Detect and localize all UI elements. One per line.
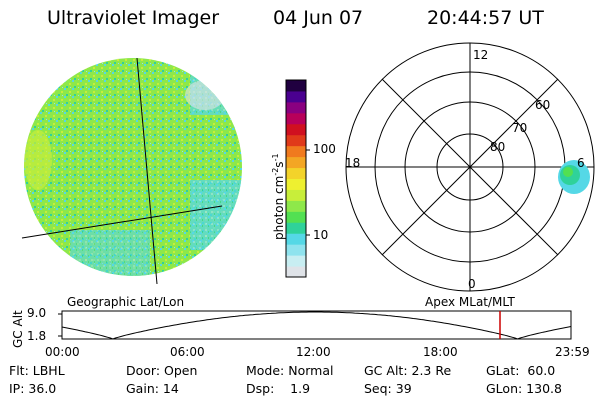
orbit-left-title: Geographic Lat/Lon	[67, 295, 185, 309]
colorbar-unit-label: photon cm-2s-1	[271, 153, 286, 240]
colorbar-segment	[286, 211, 306, 223]
gain-info: Gain: 14	[126, 381, 179, 396]
orbit-y-tick-9: 9.0	[27, 306, 47, 320]
ip-info: IP: 36.0	[9, 381, 57, 396]
filter-info: Flt: LBHL	[9, 363, 65, 378]
colorbar-segment	[286, 156, 306, 169]
colorbar	[285, 79, 307, 278]
orbit-x-tick-2359: 23:59	[555, 345, 590, 359]
time-label: 20:44:57 UT	[427, 7, 544, 29]
unit-exp2: -1	[271, 153, 280, 162]
colorbar-segment	[286, 189, 306, 201]
date-label: 04 Jun 07	[273, 7, 364, 29]
unit-s: s	[272, 161, 286, 168]
dsp-info: Dsp: 1.9	[246, 381, 311, 396]
polar-mlt-plot	[345, 42, 595, 292]
mlt-label-6: 6	[577, 156, 585, 170]
colorbar-segment	[286, 266, 306, 278]
gc-alt-info: GC Alt: 2.3 Re	[364, 363, 452, 378]
unit-exp1: -2	[271, 167, 280, 176]
unit-base: photon cm	[272, 175, 286, 240]
glat-info: GLat: 60.0	[486, 363, 556, 378]
colorbar-segment	[286, 167, 306, 179]
colorbar-segment	[286, 101, 306, 114]
orbit-y-tick-1-8: 1.8	[27, 329, 47, 343]
lat-label-60: 60	[535, 98, 551, 112]
polar-aurora-patch	[558, 160, 590, 194]
colorbar-tick-10: 10	[313, 228, 329, 242]
latitude-line	[21, 205, 223, 239]
orbit-x-tick-1200: 12:00	[296, 345, 331, 359]
colorbar-segment	[286, 134, 306, 147]
colorbar-segment	[286, 123, 306, 136]
mlt-label-18: 18	[345, 156, 361, 170]
colorbar-segment	[286, 255, 306, 267]
colorbar-segment	[286, 244, 306, 256]
orbit-x-tick-1800: 18:00	[423, 345, 458, 359]
colorbar-segment	[286, 222, 306, 234]
colorbar-segment	[286, 90, 306, 103]
colorbar-segment	[286, 80, 306, 92]
colorbar-ticks	[306, 149, 310, 236]
orbit-x-tick-0600: 06:00	[170, 345, 205, 359]
seq-info: Seq: 39	[364, 381, 412, 396]
orbit-plot	[58, 310, 572, 340]
colorbar-tick-100: 100	[313, 142, 336, 156]
mlt-label-0: 0	[468, 277, 476, 291]
door-info: Door: Open	[126, 363, 198, 378]
meridian-line	[136, 57, 158, 285]
colorbar-segment	[286, 112, 306, 125]
orbit-y-axis-label: GC Alt	[11, 310, 25, 348]
orbit-x-tick-0000: 00:00	[45, 345, 80, 359]
mode-info: Mode: Normal	[246, 363, 334, 378]
colorbar-frame	[285, 79, 307, 278]
uv-image-disk	[21, 57, 242, 285]
lat-label-70: 70	[512, 121, 528, 135]
colorbar-segment	[286, 178, 306, 190]
mlt-label-12: 12	[473, 48, 489, 62]
glon-info: GLon: 130.8	[486, 381, 562, 396]
instrument-title: Ultraviolet Imager	[47, 7, 220, 29]
orbit-right-title: Apex MLat/MLT	[425, 295, 515, 309]
colorbar-segment	[286, 145, 306, 158]
lat-label-80: 80	[490, 140, 506, 154]
colorbar-segment	[286, 233, 306, 245]
colorbar-segment	[286, 200, 306, 212]
